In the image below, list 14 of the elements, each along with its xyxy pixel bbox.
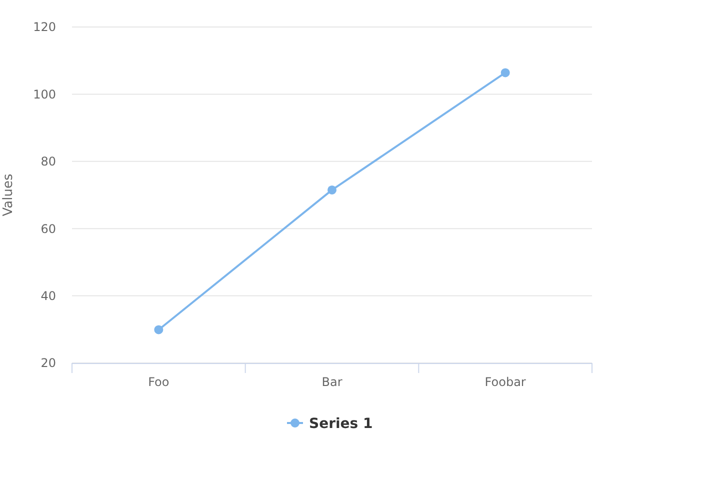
point [328,185,336,194]
y-tick-label: 60 [40,222,56,236]
y-axis-title: Values [1,174,16,216]
y-tick-label: 80 [40,154,56,169]
point [154,325,164,334]
y-tick-label: 120 [33,20,56,34]
x-tick-label: Bar [322,375,342,389]
point [500,68,510,78]
y-tick-label: 40 [40,289,56,303]
x-tick-label: Foo [148,375,170,389]
y-tick-label: 100 [33,87,56,102]
legend-label: Series 1 [309,416,373,432]
y-tick-label: 20 [40,356,56,370]
x-tick-label: Foobar [484,375,526,389]
